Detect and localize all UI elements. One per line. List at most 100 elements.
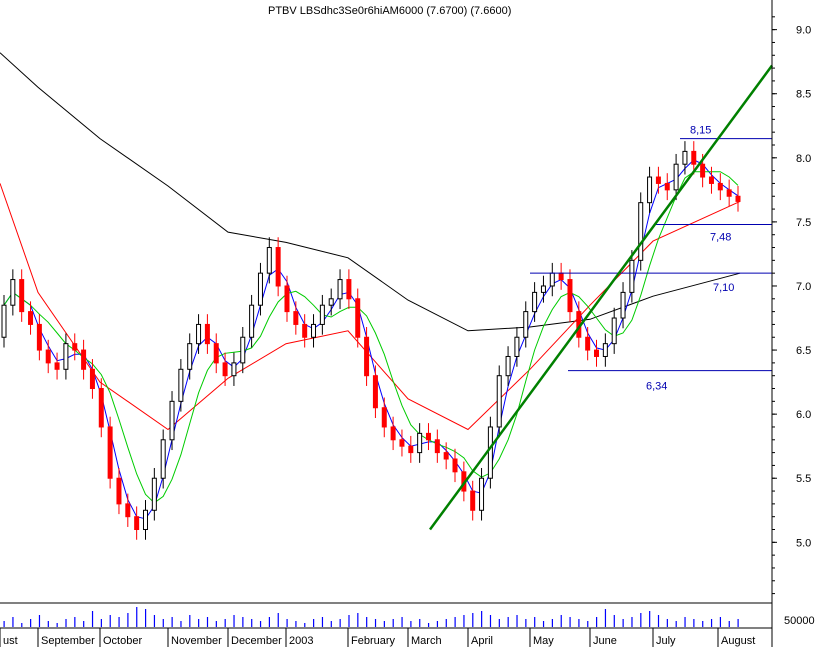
volume-bar — [622, 619, 624, 627]
level-label: 6,34 — [646, 381, 667, 393]
candle-body — [19, 279, 25, 313]
candle-body — [213, 343, 219, 364]
month-label: February — [351, 635, 396, 647]
volume-bar — [313, 619, 315, 627]
trend-line — [428, 64, 774, 531]
volume-bar — [144, 609, 147, 627]
candle-body — [240, 336, 246, 364]
candle-body — [222, 362, 228, 377]
price-tick-label: 7.0 — [796, 281, 811, 293]
volume-bar — [542, 621, 545, 627]
volume-bar — [224, 619, 226, 627]
volume-bar — [728, 621, 730, 627]
volume-bar — [47, 621, 49, 627]
candle-body — [717, 182, 723, 191]
candle-body — [417, 432, 423, 454]
volume-bar — [3, 621, 5, 627]
price-tick-label: 8.5 — [796, 89, 811, 101]
candle-body — [302, 323, 308, 338]
volume-bar — [198, 619, 200, 627]
volume-bar — [366, 617, 368, 627]
candle-body — [682, 150, 688, 165]
candle-body — [364, 336, 370, 377]
candle-body — [523, 311, 529, 338]
volume-tick-label: 50000 — [784, 615, 815, 627]
candle-body — [647, 176, 653, 204]
candle-body — [505, 355, 511, 377]
candle-body — [496, 375, 502, 428]
month-label: 2003 — [289, 635, 313, 647]
volume-bar — [321, 617, 324, 627]
volume-bar — [251, 619, 253, 627]
volume-bar — [206, 617, 209, 627]
volume-bar — [268, 617, 271, 627]
price-tick-label: 6.0 — [796, 409, 811, 421]
volume-bar — [657, 615, 660, 627]
ma-200-line — [0, 52, 741, 332]
price-tick-label: 5.5 — [796, 473, 811, 485]
price-tick-label: 9.0 — [796, 25, 811, 37]
candle-body — [231, 362, 237, 377]
candle-body — [381, 407, 387, 428]
candle-body — [81, 349, 87, 370]
month-label: October — [103, 635, 142, 647]
candle-body — [249, 304, 255, 338]
price-tick-label: 5.0 — [796, 537, 811, 549]
candle-body — [36, 323, 42, 351]
volume-bar — [578, 619, 580, 627]
candle-body — [487, 426, 493, 479]
volume-bar — [534, 617, 536, 627]
volume-bar — [127, 613, 129, 627]
candle-body — [691, 150, 697, 165]
candle-body — [160, 439, 166, 479]
volume-bar — [109, 615, 111, 627]
volume-bar — [675, 621, 677, 627]
candle-body — [116, 477, 122, 505]
candle-body — [142, 509, 148, 531]
volume-bar — [74, 617, 76, 627]
volume-bar — [710, 619, 713, 627]
candle-body — [187, 343, 193, 370]
volume-bar — [171, 617, 173, 627]
volume-bar — [286, 619, 288, 627]
volume-bar — [419, 619, 421, 627]
candle-body — [594, 349, 600, 357]
volume-bar — [136, 607, 138, 627]
candle-body — [89, 368, 95, 390]
volume-bar — [38, 615, 41, 627]
candle-body — [169, 400, 175, 441]
month-label: April — [471, 635, 493, 647]
candle-body — [107, 426, 113, 479]
candle-body — [275, 247, 281, 287]
volume-bar — [330, 621, 332, 627]
volume-bar — [91, 611, 94, 627]
volume-bar — [12, 617, 14, 627]
volume-bar — [259, 621, 262, 627]
volume-bar — [30, 619, 32, 627]
candle-body — [638, 202, 644, 261]
candlestick-series — [1, 141, 741, 540]
volume-bar — [65, 619, 67, 627]
price-tick-label: 8.0 — [796, 153, 811, 165]
candle-body — [204, 323, 210, 345]
volume-bar — [392, 619, 394, 627]
month-label: August — [721, 635, 755, 647]
candle-body — [532, 291, 538, 313]
candle-body — [10, 279, 16, 306]
candle-body — [1, 304, 7, 338]
volume-bar — [604, 609, 607, 627]
candle-body — [266, 247, 272, 274]
candle-body — [434, 439, 440, 454]
volume-bar — [445, 619, 447, 627]
candle-body — [655, 176, 661, 184]
candle-body — [602, 343, 608, 357]
candle-body — [408, 445, 414, 454]
month-axis-ticks: ust September October November December 2003 F… — [0, 628, 755, 647]
candle-body — [355, 298, 361, 338]
volume-bar — [339, 619, 341, 627]
candle-body — [319, 304, 325, 325]
chart-title: PTBV LBSdhc3Se0r6hiAM6000 (7.6700) (7.66… — [268, 5, 511, 17]
month-label: ust — [3, 635, 18, 647]
volume-bar — [277, 613, 279, 627]
